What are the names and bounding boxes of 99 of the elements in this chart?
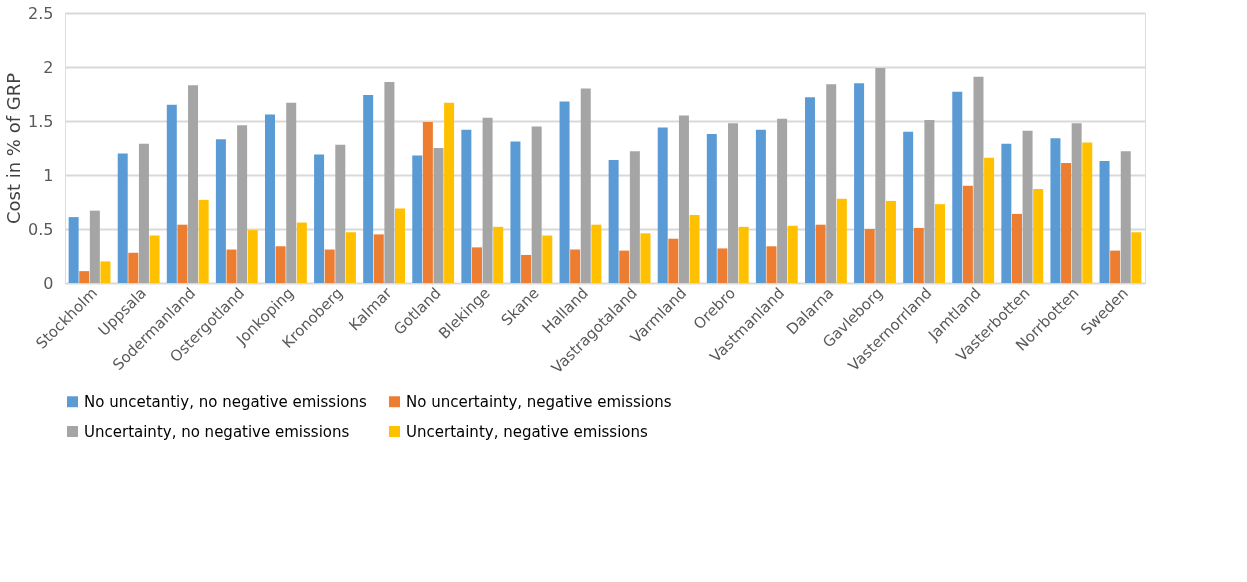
- bar: [1001, 143, 1012, 283]
- legend-label: No uncertainty, negative emissions: [406, 392, 672, 411]
- bar: [461, 129, 472, 283]
- bar: [314, 154, 325, 283]
- bar: [215, 139, 226, 283]
- bar: [1071, 123, 1082, 283]
- bar: [580, 88, 591, 283]
- bar: [128, 252, 139, 283]
- bar: [706, 133, 717, 283]
- bar: [913, 227, 924, 283]
- legend-label: Uncertainty, negative emissions: [406, 422, 649, 441]
- bar: [1050, 138, 1061, 283]
- bar: [591, 224, 602, 283]
- bar: [296, 222, 307, 283]
- bar: [373, 234, 384, 283]
- bar: [836, 198, 847, 283]
- bar: [198, 199, 209, 283]
- bar: [864, 229, 875, 283]
- bar: [1022, 130, 1033, 283]
- bar: [738, 226, 749, 283]
- bar: [629, 151, 640, 283]
- bar: [1131, 232, 1142, 283]
- bar: [935, 204, 946, 283]
- bar: [804, 97, 815, 283]
- bar: [1033, 189, 1044, 283]
- bar: [717, 248, 728, 283]
- bar: [1061, 163, 1072, 283]
- bar: [531, 126, 542, 283]
- bar: [826, 84, 837, 283]
- bar: [166, 104, 177, 283]
- bar: [1120, 151, 1131, 283]
- bar: [952, 91, 963, 283]
- bar: [885, 200, 896, 283]
- y-tick-label: 0: [43, 273, 54, 293]
- bar: [608, 159, 619, 283]
- y-axis-title: Cost in % of GRP: [3, 72, 25, 225]
- bar: [521, 254, 532, 283]
- bar: [542, 235, 553, 283]
- bar: [787, 225, 798, 283]
- bar: [149, 235, 160, 283]
- bar: [384, 82, 395, 283]
- bar: [444, 102, 455, 283]
- bar: [815, 224, 826, 283]
- bar: [117, 153, 128, 283]
- bar: [570, 249, 581, 283]
- bar: [668, 238, 679, 283]
- bar: [68, 217, 79, 283]
- y-tick-label: 2.5: [28, 3, 54, 23]
- bar: [471, 247, 482, 283]
- bar: [433, 148, 444, 283]
- bar: [689, 214, 700, 283]
- bar: [510, 141, 521, 283]
- bar: [1082, 142, 1093, 283]
- bar: [973, 76, 984, 283]
- bar: [755, 129, 766, 283]
- bar: [619, 250, 630, 283]
- bar: [335, 144, 346, 283]
- bar: [79, 271, 90, 283]
- bar: [100, 261, 111, 283]
- bar: [903, 131, 914, 283]
- legend-label: Uncertainty, no negative emissions: [84, 422, 350, 441]
- bar: [1099, 160, 1110, 283]
- bar: [138, 143, 149, 283]
- bar: [247, 230, 258, 283]
- bar: [324, 249, 335, 283]
- bar: [89, 210, 100, 283]
- bar: [854, 83, 865, 283]
- bar: [275, 246, 286, 283]
- bar: [395, 208, 406, 283]
- bar: [177, 224, 188, 283]
- bar: [264, 114, 275, 283]
- bar: [984, 157, 995, 283]
- bar: [766, 246, 777, 283]
- bar: [728, 123, 739, 283]
- bar: [226, 249, 237, 283]
- bar: [188, 85, 199, 283]
- bar: [875, 68, 886, 283]
- bar: [482, 117, 493, 283]
- y-tick-label: 1: [43, 165, 54, 185]
- bar: [640, 233, 651, 283]
- y-tick-label: 2: [43, 57, 54, 77]
- bar: [363, 95, 374, 283]
- bar: [962, 185, 973, 283]
- y-tick-label: 1.5: [28, 111, 54, 131]
- bar: [286, 102, 297, 283]
- bar: [924, 119, 935, 283]
- bar: [657, 127, 668, 283]
- y-tick-label: 0.5: [28, 219, 54, 239]
- bar: [777, 118, 788, 283]
- bar: [422, 122, 433, 283]
- bar: [412, 155, 423, 283]
- bar: [559, 101, 570, 283]
- bar: [678, 115, 689, 283]
- bar: [345, 232, 356, 283]
- legend-label: No uncetantiy, no negative emissions: [84, 392, 368, 411]
- bar: [237, 125, 248, 283]
- bar: [493, 226, 504, 283]
- bar: [1011, 213, 1022, 283]
- bar: [1110, 250, 1121, 283]
